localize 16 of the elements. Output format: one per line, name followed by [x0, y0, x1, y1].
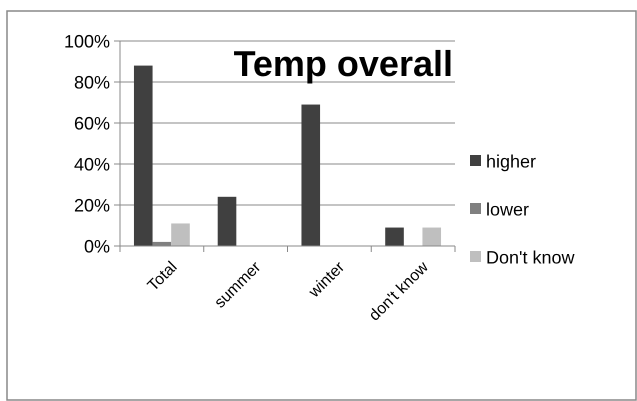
legend-label: lower [486, 199, 530, 220]
y-tick-label: 100% [64, 31, 110, 52]
y-tick-label: 0% [84, 236, 110, 256]
legend-label: Don't know [486, 247, 576, 268]
y-tick-label: 60% [74, 113, 110, 134]
bar [422, 228, 442, 246]
bar [134, 66, 153, 246]
bar [385, 228, 404, 246]
y-tick-label: 20% [74, 195, 110, 216]
bar [301, 104, 320, 246]
legend-label: higher [486, 151, 536, 172]
y-tick-label: 80% [74, 72, 110, 92]
chart-title: Temp overall [234, 43, 453, 84]
y-tick-label: 40% [74, 154, 110, 174]
bar [218, 196, 236, 246]
bar [171, 223, 190, 246]
